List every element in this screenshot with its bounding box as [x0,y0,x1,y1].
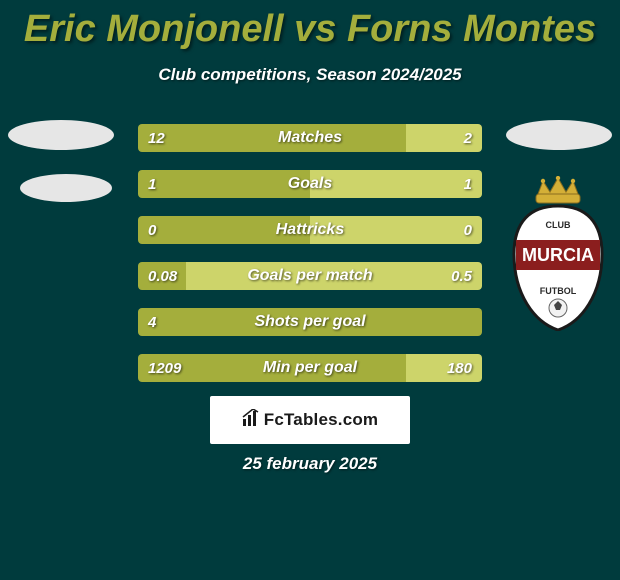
stat-value-left: 1 [148,170,156,198]
stat-row: Matches122 [138,124,482,152]
bar-segment-left [138,216,310,244]
stat-row: Goals per match0.080.5 [138,262,482,290]
right-player-placeholder [506,120,612,174]
ellipse-shape [506,120,612,150]
watermark-text: FcTables.com [264,410,379,430]
bar-segment-right [310,216,482,244]
page-subtitle: Club competitions, Season 2024/2025 [0,65,620,85]
bar-segment-left [138,124,406,152]
stat-value-left: 0 [148,216,156,244]
stat-value-left: 0.08 [148,262,177,290]
stat-value-left: 12 [148,124,165,152]
bar-segment-left [138,170,310,198]
stat-row: Min per goal1209180 [138,354,482,382]
chart-icon [242,409,260,432]
left-player-placeholder [8,120,114,226]
stat-value-right: 1 [464,170,472,198]
ellipse-shape [20,174,112,202]
stat-rows: Matches122Goals11Hattricks00Goals per ma… [138,124,482,400]
page-title: Eric Monjonell vs Forns Montes [0,0,620,51]
stat-value-right: 180 [447,354,472,382]
bar-segment-right [186,262,482,290]
stat-value-left: 4 [148,308,156,336]
stat-row: Shots per goal4 [138,308,482,336]
svg-text:CLUB: CLUB [546,220,571,230]
bar-segment-right [310,170,482,198]
stat-row: Hattricks00 [138,216,482,244]
svg-text:MURCIA: MURCIA [522,245,594,265]
watermark: FcTables.com [210,396,410,444]
stat-row: Goals11 [138,170,482,198]
generation-date: 25 february 2025 [0,454,620,474]
stat-value-right: 0.5 [451,262,472,290]
bar-segment-left [138,308,482,336]
stat-value-right: 2 [464,124,472,152]
club-badge: MURCIA CLUB FUTBOL [508,176,608,331]
ellipse-shape [8,120,114,150]
stat-value-left: 1209 [148,354,181,382]
crown-icon [536,176,580,203]
svg-text:FUTBOL: FUTBOL [540,286,577,296]
stat-value-right: 0 [464,216,472,244]
